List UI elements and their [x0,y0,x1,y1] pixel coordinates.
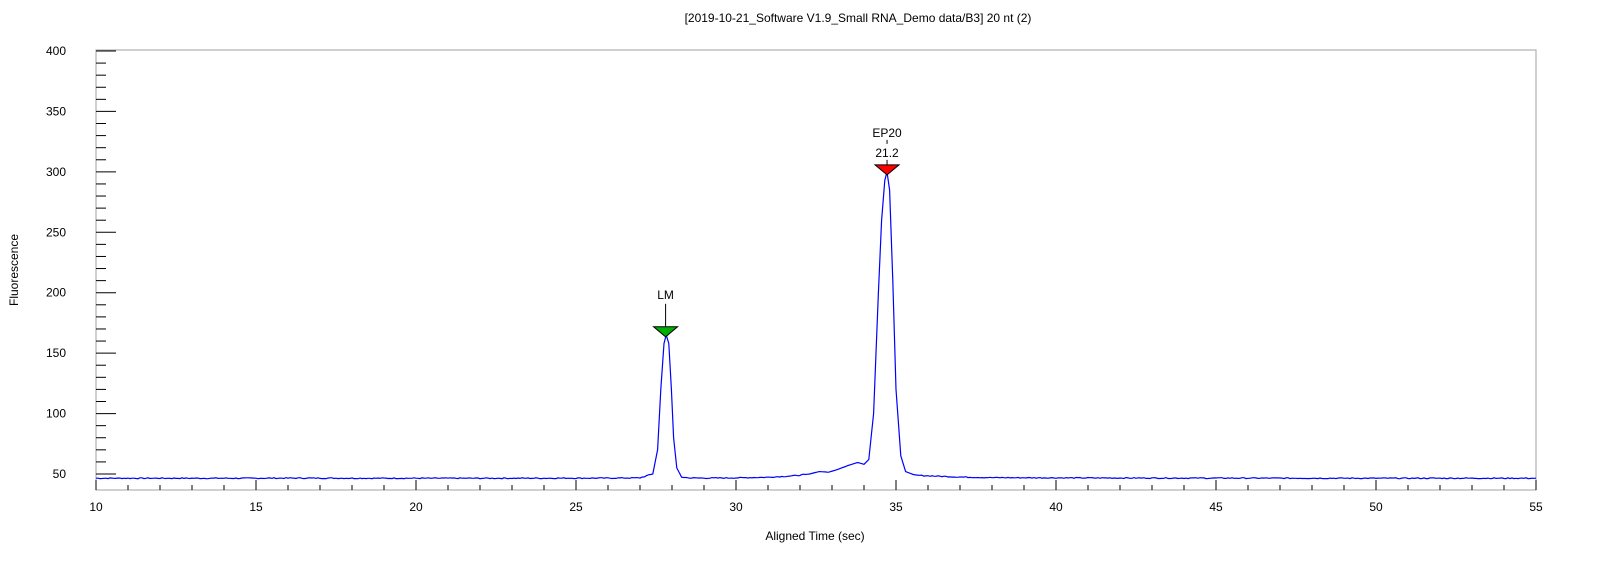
y-tick-label: 250 [46,225,66,239]
x-tick-label: 30 [729,500,743,514]
y-tick-label: 50 [53,467,67,481]
plot-frame [95,49,1537,491]
series-layer [96,171,1537,480]
y-tick-label: 100 [46,407,66,421]
x-tick-label: 25 [569,500,583,514]
x-tick-label: 35 [889,500,903,514]
y-tick-label: 350 [46,104,66,118]
x-tick-label: 20 [409,500,423,514]
x-tick-label: 10 [89,500,103,514]
y-tick-label: 300 [46,165,66,179]
x-tick-label: 40 [1049,500,1063,514]
y-tick-label: 200 [46,286,66,300]
x-tick-label: 55 [1529,500,1543,514]
y-tick-label: 150 [46,346,66,360]
x-axis: 10 15 20 25 30 35 40 45 50 55 [89,480,1543,514]
y-tick-label: 400 [46,44,66,58]
series-line [96,171,1537,480]
x-tick-label: 50 [1369,500,1383,514]
y-axis-label: Fluorescence [7,234,21,306]
marker-sublabel: 21.2 [875,146,899,160]
x-tick-label: 15 [249,500,263,514]
marker-layer: LM 21.2 EP20 [652,126,902,338]
x-tick-label: 45 [1209,500,1223,514]
x-axis-label: Aligned Time (sec) [765,529,864,543]
marker-label: LM [657,288,674,302]
marker-label: EP20 [872,126,902,140]
y-axis: 50 100 150 200 250 300 350 400 [46,44,116,481]
chart-title: [2019-10-21_Software V1.9_Small RNA_Demo… [685,11,1032,25]
